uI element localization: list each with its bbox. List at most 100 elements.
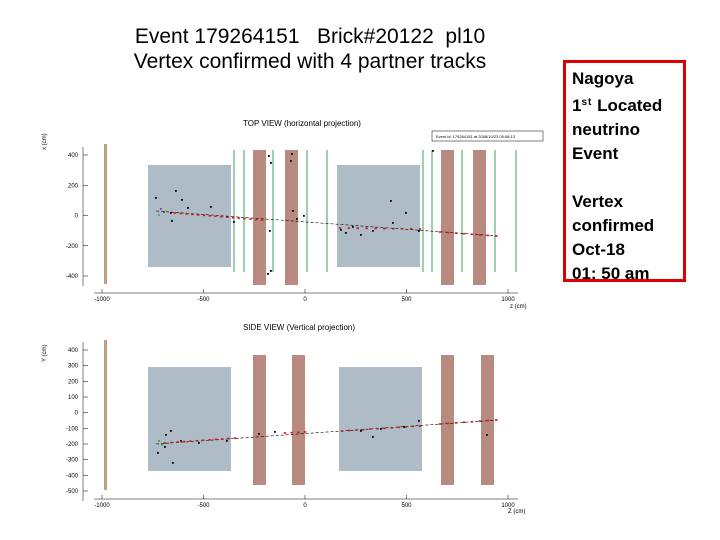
side-brick-column bbox=[104, 340, 107, 490]
side-view-y-tick-label: 0 bbox=[75, 411, 79, 417]
top-dot bbox=[160, 208, 162, 210]
side-view-y-tick-label: -300 bbox=[66, 458, 79, 464]
top-track-hit bbox=[197, 214, 200, 216]
side-track-hit bbox=[397, 426, 400, 429]
top-scint-10 bbox=[515, 150, 517, 272]
side-track-hit bbox=[347, 429, 351, 432]
side-dot bbox=[372, 436, 374, 438]
top-dot bbox=[233, 221, 235, 223]
top-track-hit bbox=[486, 234, 490, 237]
top-magnet-wall-3 bbox=[441, 150, 454, 285]
side-dot bbox=[360, 430, 362, 432]
top-dot bbox=[158, 214, 160, 216]
top-track-hit bbox=[392, 227, 395, 230]
side-track-hit bbox=[221, 438, 224, 440]
top-view-title: TOP VIEW (horizontal projection) bbox=[243, 119, 361, 128]
side-track-hit bbox=[182, 440, 186, 443]
top-track-hit bbox=[494, 235, 498, 237]
top-track-hit bbox=[338, 227, 342, 229]
side-track-hit bbox=[369, 428, 372, 430]
top-scint-3 bbox=[272, 150, 274, 272]
side-view-y-tick-label: 200 bbox=[68, 379, 79, 385]
top-track-hit bbox=[220, 215, 223, 218]
side-view-y-ticks: 400 300 200 100 0 -100 -200 -300 -400 -500 bbox=[66, 342, 88, 501]
info-line-7: Oct-18 bbox=[572, 240, 625, 259]
top-view-y-ticks: 400 200 0 -200 -400 bbox=[66, 147, 88, 286]
side-track-hit bbox=[233, 437, 237, 439]
confirmation-block: Vertex confirmed Oct-18 01: 50 am bbox=[572, 190, 683, 286]
top-track-hit bbox=[470, 233, 474, 236]
side-dot bbox=[158, 440, 160, 442]
side-track-hit bbox=[303, 431, 307, 433]
side-target-block-1 bbox=[148, 367, 231, 471]
side-dot bbox=[380, 428, 382, 430]
top-track-hit bbox=[438, 231, 442, 233]
top-dot bbox=[187, 207, 189, 209]
top-scint-4 bbox=[306, 150, 308, 272]
top-view-legend-box bbox=[431, 130, 544, 142]
side-track-hit bbox=[195, 439, 199, 442]
side-magnet-wall-1 bbox=[253, 355, 266, 485]
side-track-hit bbox=[418, 425, 422, 427]
info-line-5: Vertex bbox=[572, 192, 624, 211]
top-view-x-ticks: -1000 -500 0 500 1000 bbox=[94, 289, 518, 303]
side-view-structures bbox=[104, 340, 494, 490]
side-view-y-tick-label: 400 bbox=[68, 348, 79, 354]
side-track-hit bbox=[411, 425, 415, 428]
location-block: Nagoya 1st Located neutrino Event bbox=[572, 67, 683, 166]
top-view-y-tick-label: -400 bbox=[66, 274, 79, 280]
top-track-hit bbox=[237, 217, 240, 219]
side-dot bbox=[274, 431, 276, 433]
side-track-hit bbox=[297, 431, 300, 434]
info-line-8: 01: 50 am bbox=[572, 264, 650, 283]
top-track-hit bbox=[462, 232, 466, 235]
top-magnet-wall-1 bbox=[253, 150, 266, 285]
side-dot bbox=[157, 452, 159, 454]
side-track-hit bbox=[340, 430, 344, 432]
top-view-x-tick-label: 500 bbox=[401, 297, 412, 303]
info-line-4: Event bbox=[572, 144, 619, 163]
top-track-hit bbox=[185, 213, 188, 215]
side-track-hit bbox=[470, 420, 474, 423]
top-track-hit bbox=[418, 228, 422, 230]
top-dot bbox=[360, 234, 362, 236]
top-track-hit bbox=[231, 216, 235, 219]
side-track-hit bbox=[362, 428, 365, 431]
side-view-x-label: Z (cm) bbox=[508, 509, 525, 515]
top-dot bbox=[171, 220, 173, 222]
top-track-hit bbox=[454, 232, 458, 234]
side-dot bbox=[172, 462, 174, 464]
info-line-2: 1st Located bbox=[572, 96, 663, 115]
side-track-hit bbox=[478, 420, 482, 422]
side-track-hit bbox=[283, 432, 287, 434]
top-track-hit bbox=[243, 217, 246, 220]
top-dot bbox=[303, 215, 305, 217]
side-target-block-2 bbox=[339, 367, 422, 471]
top-track-hit bbox=[214, 215, 217, 218]
side-view-y-tick-label: -200 bbox=[66, 442, 79, 448]
info-line-3: neutrino bbox=[572, 120, 640, 139]
top-track-hit bbox=[446, 231, 450, 234]
top-magnet-wall-2 bbox=[285, 150, 298, 285]
top-magnet-wall-4 bbox=[473, 150, 486, 285]
side-dot bbox=[165, 434, 167, 436]
top-track-hit bbox=[365, 227, 368, 230]
side-track-hit bbox=[227, 437, 230, 440]
top-dot bbox=[165, 209, 167, 211]
top-view-x-tick-label: -1000 bbox=[94, 297, 110, 303]
top-view-x-label: z (cm) bbox=[510, 304, 527, 310]
top-track-hit bbox=[202, 214, 206, 217]
top-dot bbox=[405, 212, 407, 214]
top-dot bbox=[296, 218, 298, 220]
side-dot bbox=[170, 430, 172, 432]
top-target-block-1 bbox=[148, 165, 231, 267]
side-track-hit bbox=[208, 439, 211, 441]
side-dot bbox=[164, 446, 166, 448]
title-line-2: Vertex confirmed with 4 partner tracks bbox=[133, 50, 487, 73]
top-track-hits bbox=[173, 212, 498, 237]
top-track-hit bbox=[260, 219, 264, 221]
side-track-hit bbox=[438, 423, 442, 425]
side-track-hit bbox=[383, 427, 386, 430]
top-dot bbox=[170, 212, 172, 214]
